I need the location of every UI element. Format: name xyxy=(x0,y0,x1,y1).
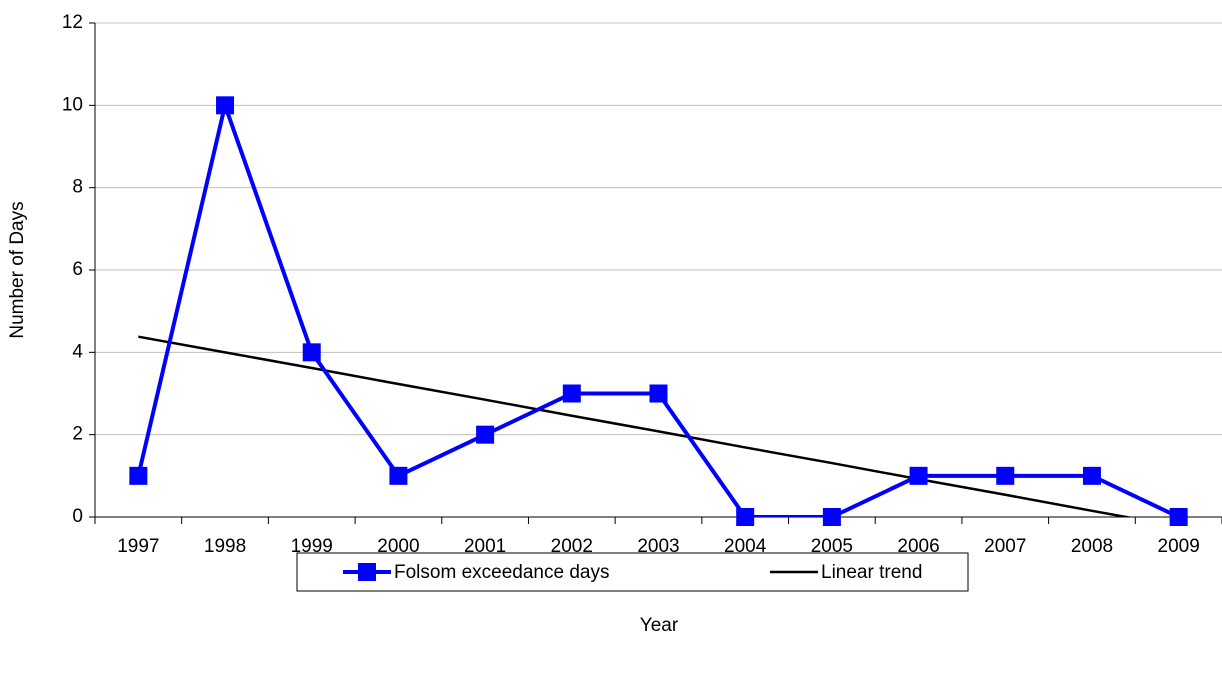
x-tick-label: 2004 xyxy=(724,536,767,557)
marker xyxy=(996,466,1015,485)
plot-area xyxy=(136,98,1180,517)
x-axis-label: Year xyxy=(640,615,679,636)
x-tick-label: 2009 xyxy=(1158,536,1200,557)
x-tick-label: 2005 xyxy=(811,536,853,557)
marker xyxy=(476,425,495,444)
marker xyxy=(649,384,668,403)
marker xyxy=(1082,466,1101,485)
x-tick-label: 2000 xyxy=(377,536,419,557)
y-tick-label: 12 xyxy=(62,12,83,33)
marker xyxy=(822,508,841,526)
trend-line xyxy=(138,335,1134,517)
marker xyxy=(129,466,148,485)
y-tick-label: 8 xyxy=(72,177,83,198)
y-axis-label: Number of Days xyxy=(7,201,28,338)
marker xyxy=(562,384,581,403)
legend-box xyxy=(296,552,969,592)
marker xyxy=(216,96,235,115)
marker xyxy=(909,466,928,485)
legend-marker xyxy=(358,563,376,581)
x-tick-label: 2002 xyxy=(551,536,593,557)
x-tick-label: 1999 xyxy=(291,536,333,557)
y-tick-label: 0 xyxy=(72,506,83,527)
x-tick-label: 2006 xyxy=(897,536,939,557)
x-tick-label: 2003 xyxy=(637,536,679,557)
marker xyxy=(389,466,408,485)
x-tick-label: 2008 xyxy=(1071,536,1113,557)
legend-label: Folsom exceedance days xyxy=(394,562,609,583)
x-tick-label: 2001 xyxy=(464,536,506,557)
marker xyxy=(1169,508,1188,526)
y-tick-label: 4 xyxy=(72,341,83,362)
y-tick-label: 10 xyxy=(62,94,83,115)
x-tick-label: 1997 xyxy=(117,536,159,557)
x-tick-label: 1998 xyxy=(204,536,246,557)
y-tick-label: 6 xyxy=(72,259,83,280)
x-tick-label: 2007 xyxy=(984,536,1026,557)
y-tick-label: 2 xyxy=(72,424,83,445)
marker xyxy=(736,508,755,526)
data-line xyxy=(136,98,1180,517)
legend-label: Linear trend xyxy=(821,562,922,583)
marker xyxy=(302,343,321,362)
